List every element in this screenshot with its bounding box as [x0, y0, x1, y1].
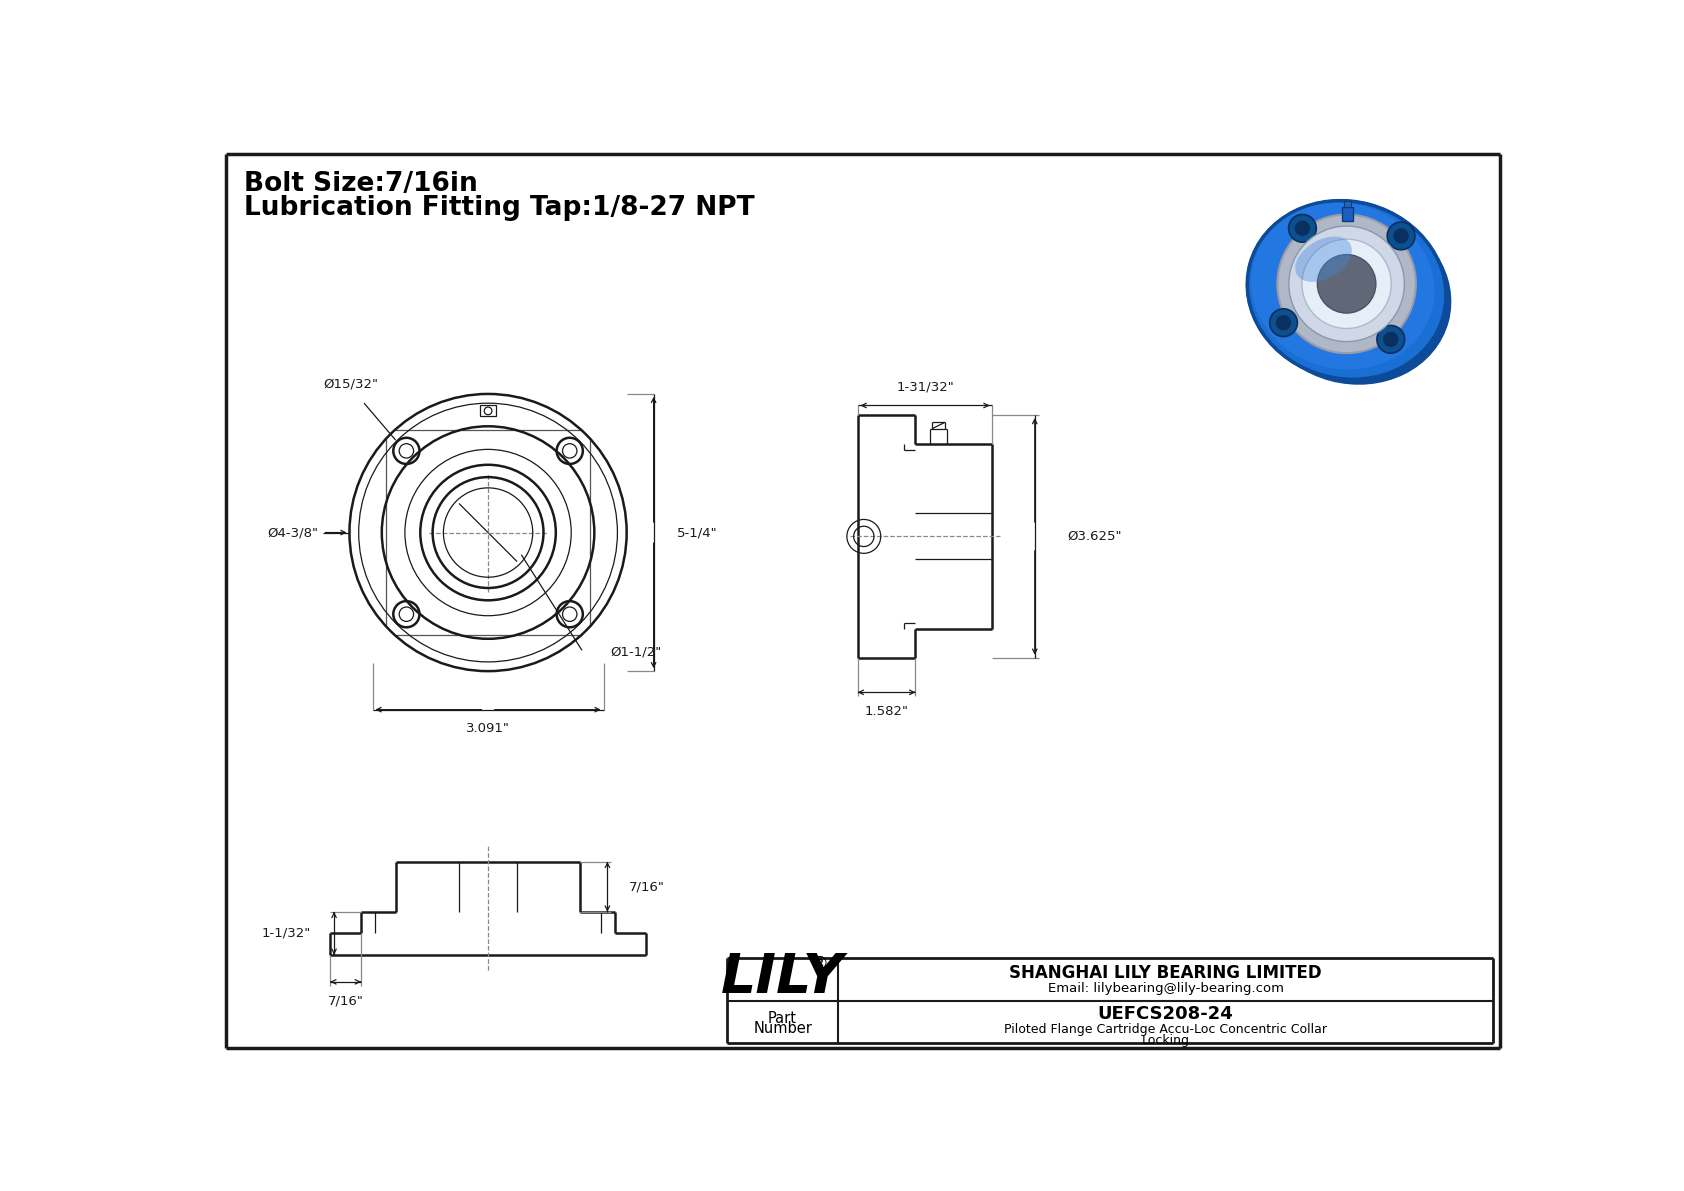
Text: SHANGHAI LILY BEARING LIMITED: SHANGHAI LILY BEARING LIMITED: [1009, 964, 1322, 981]
Ellipse shape: [1295, 237, 1352, 282]
Circle shape: [1302, 239, 1391, 329]
Text: 3.091": 3.091": [466, 722, 510, 735]
Circle shape: [1270, 308, 1297, 337]
Text: ®: ®: [810, 955, 829, 973]
Circle shape: [1276, 214, 1416, 353]
Text: Locking: Locking: [1142, 1034, 1189, 1047]
Text: Part: Part: [768, 1010, 797, 1025]
Text: Ø3.625": Ø3.625": [1068, 530, 1122, 543]
Text: 7/16": 7/16": [628, 880, 665, 893]
Text: Piloted Flange Cartridge Accu-Loc Concentric Collar: Piloted Flange Cartridge Accu-Loc Concen…: [1004, 1023, 1327, 1036]
Text: 7/16": 7/16": [328, 994, 364, 1008]
Ellipse shape: [1255, 207, 1452, 385]
Circle shape: [1276, 314, 1292, 330]
Circle shape: [1378, 325, 1404, 354]
Text: Email: lilybearing@lily-bearing.com: Email: lilybearing@lily-bearing.com: [1047, 983, 1283, 996]
Circle shape: [1393, 229, 1410, 244]
Text: Ø15/32": Ø15/32": [323, 378, 379, 391]
Circle shape: [1383, 331, 1398, 347]
Circle shape: [1388, 222, 1415, 250]
Ellipse shape: [1248, 200, 1447, 380]
Bar: [480, 405, 495, 417]
Bar: [1344, 200, 1351, 207]
Circle shape: [1295, 220, 1310, 236]
Text: 1.582": 1.582": [864, 705, 909, 718]
Text: UEFCS208-24: UEFCS208-24: [1098, 1005, 1234, 1023]
Bar: [1342, 207, 1352, 220]
Text: Ø4-3/8": Ø4-3/8": [268, 526, 318, 540]
Text: 1-31/32": 1-31/32": [896, 380, 953, 393]
Circle shape: [1288, 214, 1317, 242]
Text: Ø1-1/2": Ø1-1/2": [611, 646, 662, 659]
Circle shape: [1317, 255, 1376, 313]
Text: 5-1/4": 5-1/4": [677, 526, 717, 540]
Text: Bolt Size:7/16in: Bolt Size:7/16in: [244, 170, 478, 197]
Circle shape: [1288, 226, 1404, 342]
Text: 1-1/32": 1-1/32": [261, 927, 312, 940]
Text: Lubrication Fitting Tap:1/8-27 NPT: Lubrication Fitting Tap:1/8-27 NPT: [244, 195, 754, 222]
Text: Number: Number: [753, 1022, 812, 1036]
Text: LILY: LILY: [721, 950, 844, 1005]
Ellipse shape: [1251, 202, 1435, 369]
